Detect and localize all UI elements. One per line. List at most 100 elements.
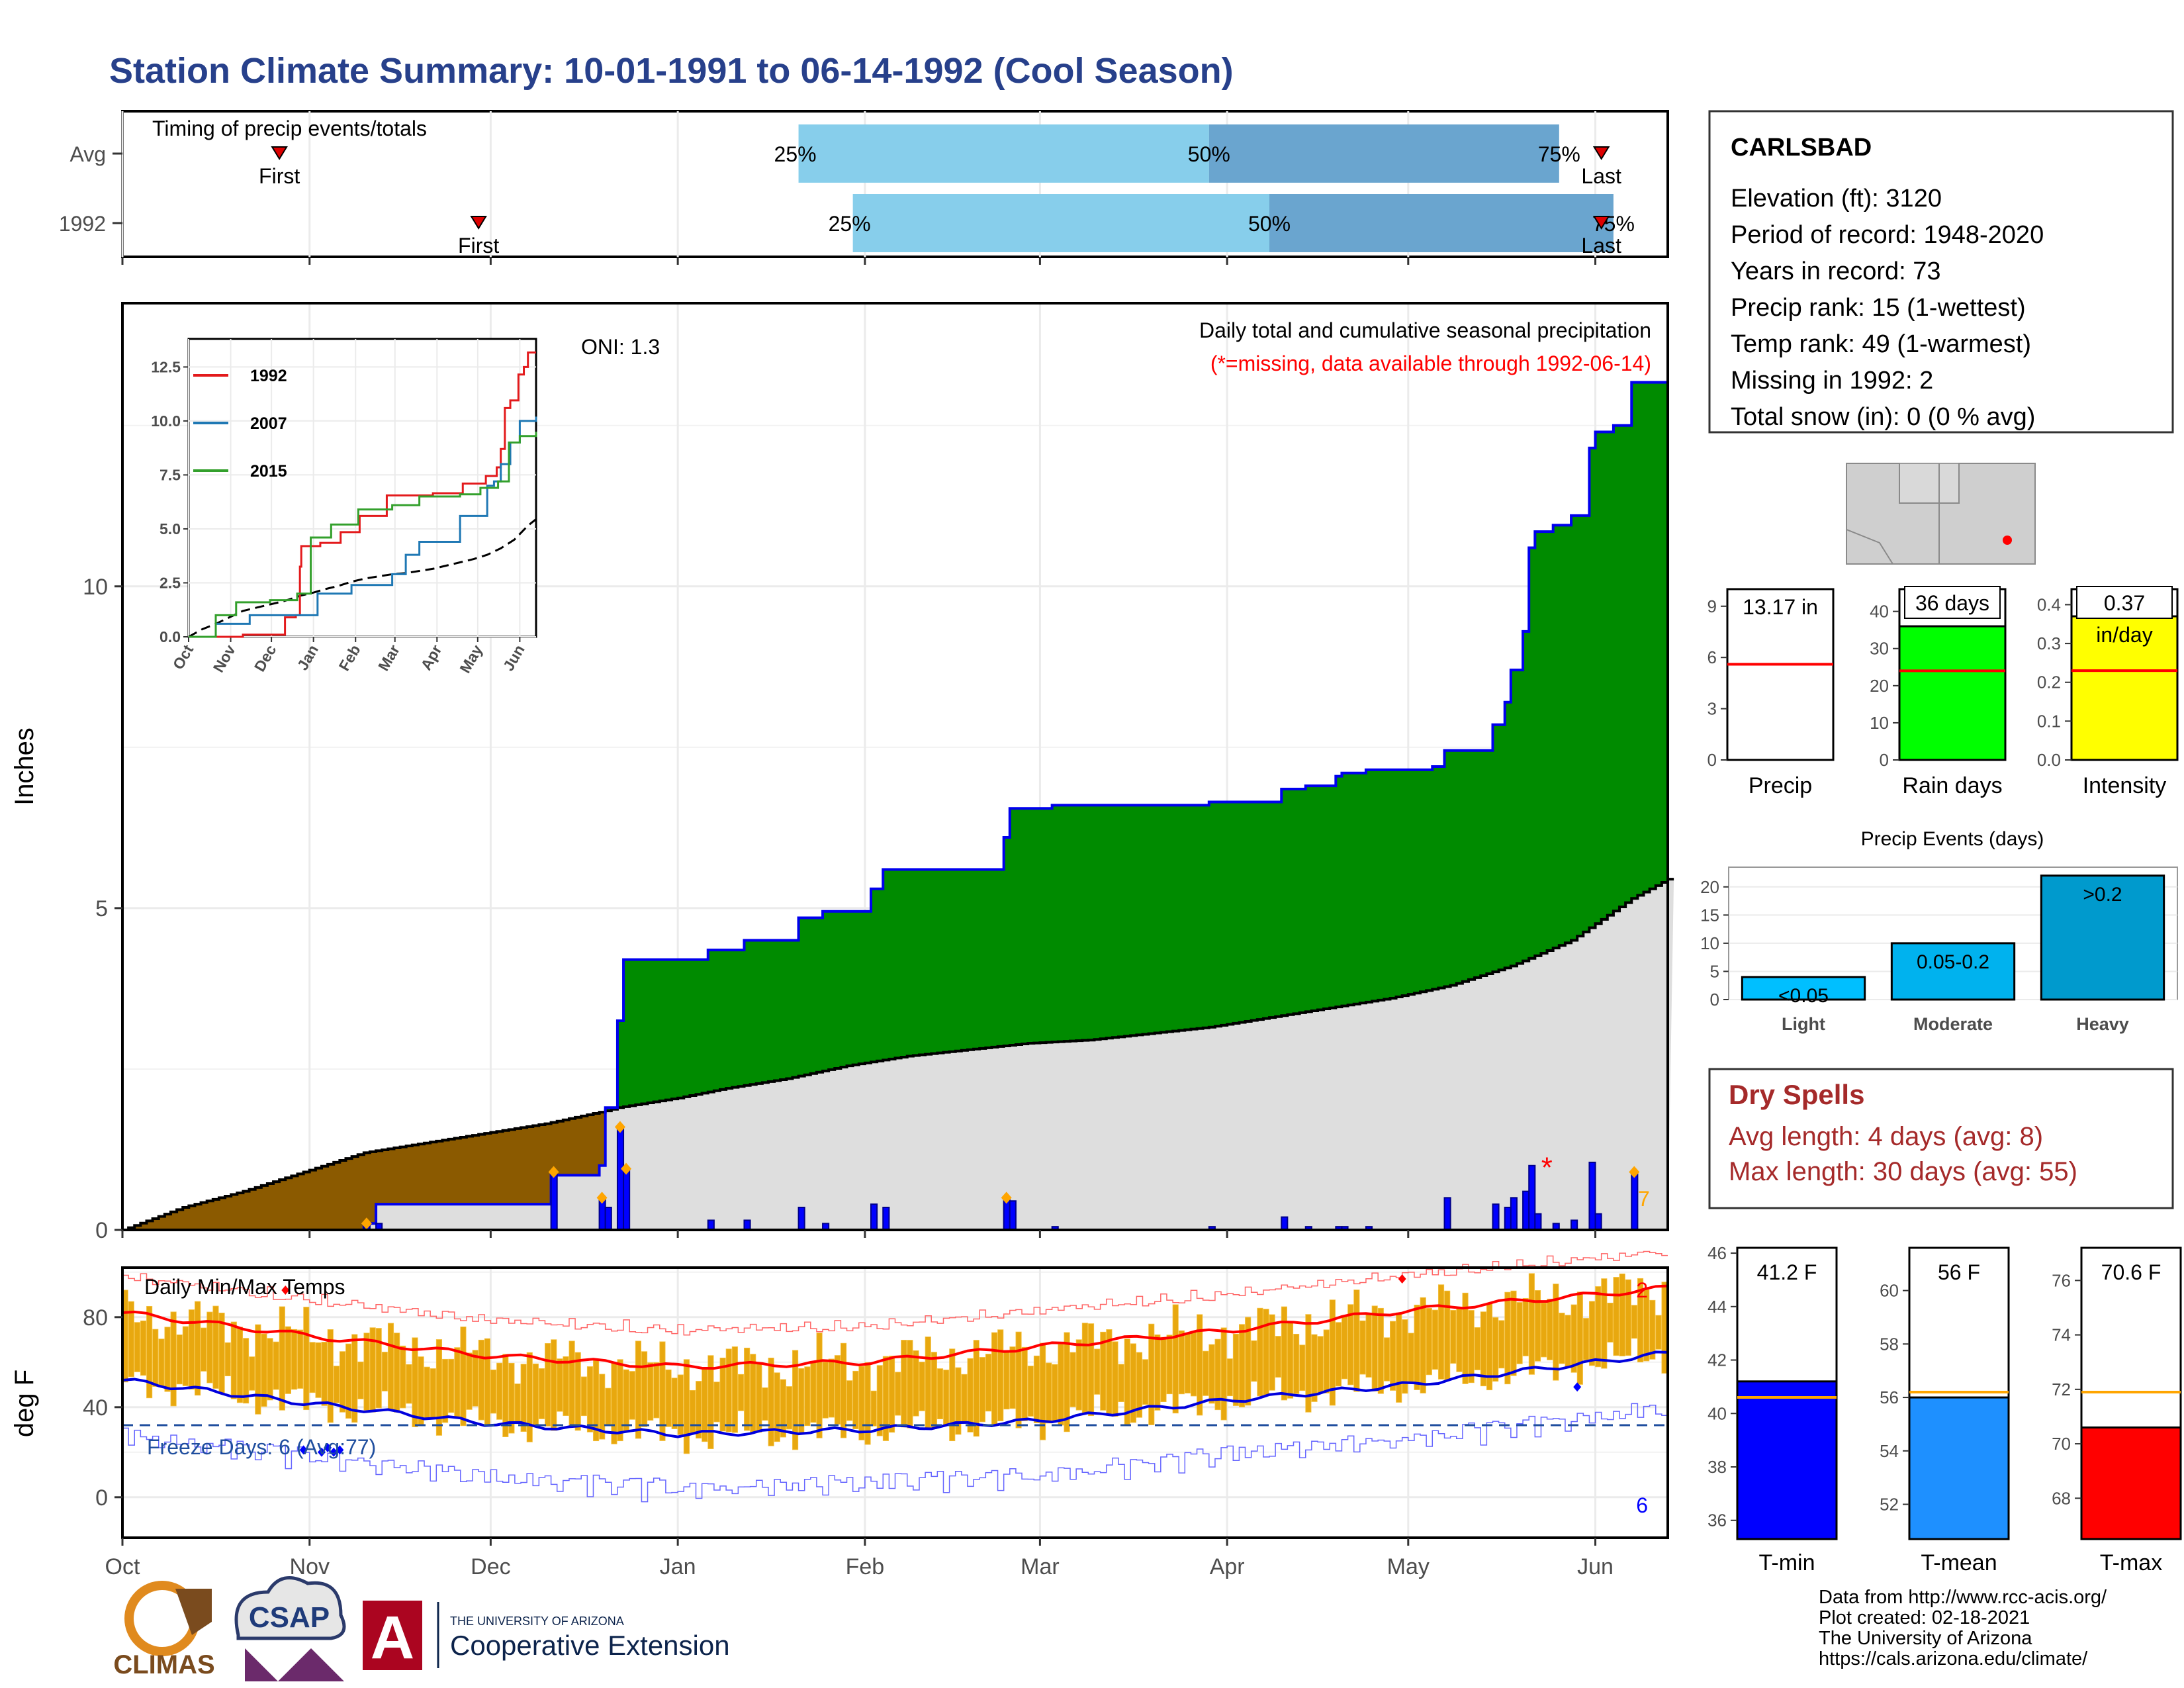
daily-temp-bar [792, 1350, 799, 1450]
month-label: Jun [1577, 1554, 1614, 1579]
daily-temp-bar [526, 1352, 533, 1442]
daily-temp-bar [1148, 1323, 1155, 1425]
missing-data-marker: * [1541, 1152, 1553, 1184]
station-name: CARLSBAD [1731, 134, 1872, 162]
dry-spells-title: Dry Spells [1729, 1079, 1864, 1110]
daily-temp-bar [1275, 1336, 1281, 1378]
daily-temp-bar [1347, 1304, 1354, 1385]
daily-temp-bar [363, 1333, 370, 1411]
daily-temp-bar [1305, 1314, 1312, 1413]
daily-temp-bar [1649, 1299, 1656, 1360]
daily-temp-bar [478, 1339, 484, 1421]
temp-summary-ytick-label: 60 [1880, 1281, 1899, 1301]
events-title: Precip Events (days) [1861, 828, 2044, 850]
temp-summary-ytick-label: 52 [1880, 1495, 1899, 1515]
month-label: Oct [105, 1554, 140, 1579]
timing-bar-q25-q50 [798, 124, 1209, 183]
timing-q25-label: 25% [774, 142, 817, 166]
daily-temp-bar [707, 1355, 714, 1449]
events-bar-Light [1741, 976, 1866, 1001]
daily-temp-bar [1094, 1348, 1101, 1395]
timing-row-label: Avg [69, 142, 106, 166]
daily-temp-bar [1625, 1279, 1631, 1356]
summary-value-unit: in/day [2096, 623, 2152, 647]
events-ytick-label: 5 [1710, 961, 1719, 981]
temp-summary-ytick-label: 74 [2052, 1325, 2071, 1345]
daily-temp-bar [1269, 1314, 1275, 1391]
daily-temp-bar [1081, 1323, 1088, 1415]
precip-event-diamond [596, 1192, 608, 1204]
daily-temp-bar [1444, 1290, 1451, 1380]
precip-event-diamond [361, 1217, 372, 1230]
daily-temp-bar [569, 1340, 575, 1427]
daily-temp-bar [876, 1365, 883, 1436]
daily-temp-bar [756, 1364, 762, 1433]
daily-temp-bar [1377, 1307, 1384, 1394]
daily-temp-bar [846, 1380, 853, 1421]
daily-precip-bar [1588, 1161, 1596, 1231]
daily-temp-bar [1570, 1304, 1577, 1373]
above-average-area [605, 382, 1668, 1111]
daily-temp-bar [1595, 1286, 1602, 1368]
last-event-label: Last [1581, 234, 1621, 258]
first-event-label: First [458, 234, 499, 258]
daily-temp-bar [387, 1323, 394, 1411]
daily-temp-bar [882, 1356, 889, 1441]
daily-temp-bar [1383, 1337, 1390, 1382]
station-info-line: Temp rank: 49 (1-warmest) [1731, 330, 2031, 358]
inset-avg-line [188, 518, 537, 638]
record-max-count: 2 [1636, 1278, 1648, 1302]
summary-value-box [1904, 586, 2001, 619]
daily-temp-bar [1203, 1350, 1209, 1396]
daily-temp-bar [212, 1305, 219, 1389]
daily-temp-bar [502, 1354, 509, 1437]
temp-summary-ytick-label: 36 [1707, 1511, 1727, 1530]
daily-temp-bar [261, 1333, 267, 1407]
daily-temp-bar [1607, 1302, 1614, 1342]
daily-temp-bar [1087, 1323, 1095, 1417]
daily-precip-bar [1281, 1216, 1289, 1231]
daily-temp-bar [1335, 1322, 1342, 1387]
daily-temp-bar [1498, 1320, 1505, 1369]
daily-temp-bar [1329, 1299, 1336, 1406]
daily-temp-bar [1619, 1273, 1625, 1356]
daily-precip-bar [616, 1126, 625, 1231]
daily-temp-bar [1311, 1334, 1318, 1402]
temp-ytick-label: 80 [83, 1305, 108, 1331]
inset-legend-label: 2015 [250, 462, 287, 481]
record-min-line [122, 1403, 1668, 1503]
inset-ytick-label: 0.0 [159, 628, 181, 645]
climas-logo-shape [175, 1589, 212, 1635]
temp-summary-ytick-label: 44 [1707, 1297, 1727, 1317]
ua-logo-letter: A [371, 1604, 414, 1671]
ua-logo-block [363, 1601, 422, 1670]
temp-summary-panel: 36 38 40 42 44 46 41.2 F T-min 52 54 56 58 60 56 F T-m… [1707, 1243, 2182, 1575]
summary-ytick-label: 0.2 [2037, 673, 2061, 692]
summary-ytick-label: 20 [1870, 676, 1889, 696]
daily-temp-bar [901, 1340, 907, 1428]
daily-temp-bar [182, 1326, 189, 1386]
record-max-marker [1398, 1274, 1406, 1284]
ua-logo-small-text: THE UNIVERSITY OF ARIZONA [450, 1615, 624, 1628]
daily-temp-bar [1052, 1364, 1058, 1421]
dry-spells-avg: Avg length: 4 days (avg: 8) [1729, 1122, 2043, 1151]
temp-summary-value: 56 F [1938, 1260, 1980, 1284]
daily-temp-bar [617, 1359, 623, 1442]
daily-temp-bar [412, 1337, 418, 1427]
daily-temp-bar [580, 1376, 587, 1417]
daily-temp-bar [816, 1333, 823, 1438]
daily-temp-bar [586, 1366, 594, 1432]
inset-ytick-label: 7.5 [159, 466, 181, 483]
csap-logo-text: CSAP [249, 1601, 330, 1634]
summary-bar-label: Rain days [1902, 773, 2002, 798]
daily-temp-bar [1293, 1333, 1300, 1394]
daily-temp-bar [508, 1362, 515, 1434]
temp-summary-value: 70.6 F [2101, 1260, 2161, 1284]
dry-spells-panel: Dry Spells Avg length: 4 days (avg: 8) Max… [1708, 1068, 2174, 1209]
daily-temp-bar [858, 1366, 865, 1440]
daily-temp-bar [1220, 1327, 1227, 1421]
events-bar-label: 0.05-0.2 [1917, 951, 1989, 973]
csap-logo-mountain [245, 1648, 344, 1681]
daily-temp-bar [442, 1358, 449, 1423]
station-info-line: Precip rank: 15 (1-wettest) [1731, 294, 2026, 322]
